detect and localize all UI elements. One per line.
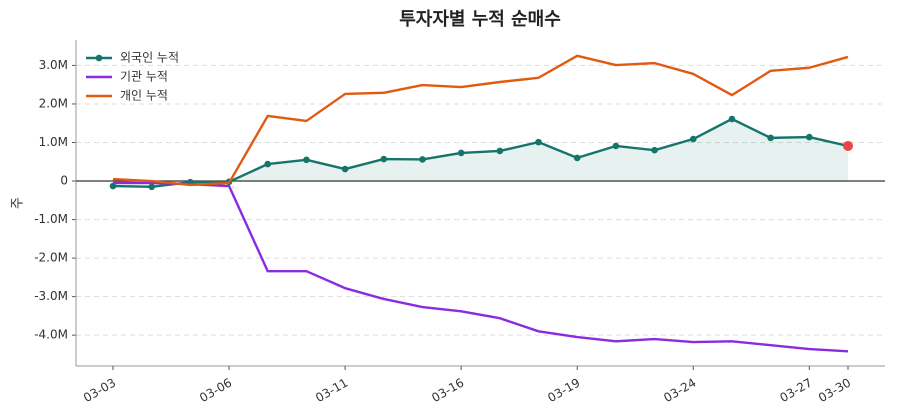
marker xyxy=(380,155,388,163)
marker xyxy=(806,133,813,141)
marker xyxy=(148,183,155,191)
x-tick-label: 03-24 xyxy=(661,376,698,406)
y-tick-label: -2.0M xyxy=(34,251,68,265)
legend-marker xyxy=(95,54,103,62)
x-tick-label: 03-16 xyxy=(429,376,466,406)
marker xyxy=(419,156,426,163)
y-tick-label: 1.0M xyxy=(39,135,68,149)
marker xyxy=(264,160,272,168)
legend-label: 기관 누적 xyxy=(120,70,168,84)
marker xyxy=(573,154,581,162)
x-tick-label: 03-19 xyxy=(545,376,582,406)
marker xyxy=(341,165,349,173)
legend-label: 외국인 누적 xyxy=(120,51,179,65)
x-tick-label: 03-06 xyxy=(197,376,234,406)
y-tick-label: -1.0M xyxy=(34,212,68,226)
y-tick-label: 3.0M xyxy=(39,58,68,72)
x-tick-label: 03-11 xyxy=(313,376,350,406)
y-tick-label: -4.0M xyxy=(34,328,68,342)
marker xyxy=(457,149,465,157)
marker xyxy=(651,146,658,154)
y-tick-label: 0 xyxy=(60,174,68,188)
line xyxy=(112,54,849,187)
x-tick-label: 03-27 xyxy=(777,376,814,406)
y-axis-label: 주 xyxy=(11,197,26,209)
y-tick-label: -3.0M xyxy=(34,289,68,303)
y-tick-label: 2.0M xyxy=(39,96,68,110)
line xyxy=(113,181,849,353)
line xyxy=(112,117,849,189)
x-tick-label: 03-30 xyxy=(816,376,853,406)
marker xyxy=(303,156,310,164)
marker xyxy=(612,142,620,150)
marker xyxy=(535,138,542,146)
last-point xyxy=(843,140,853,151)
marker xyxy=(767,134,774,142)
marker xyxy=(496,147,504,155)
chart-title: 투자자별 누적 순매수 xyxy=(399,9,561,30)
marker xyxy=(689,135,697,143)
x-tick-label: 03-03 xyxy=(81,376,118,406)
marker xyxy=(728,115,736,123)
marker xyxy=(109,182,117,190)
legend-label: 개인 누적 xyxy=(120,89,168,103)
